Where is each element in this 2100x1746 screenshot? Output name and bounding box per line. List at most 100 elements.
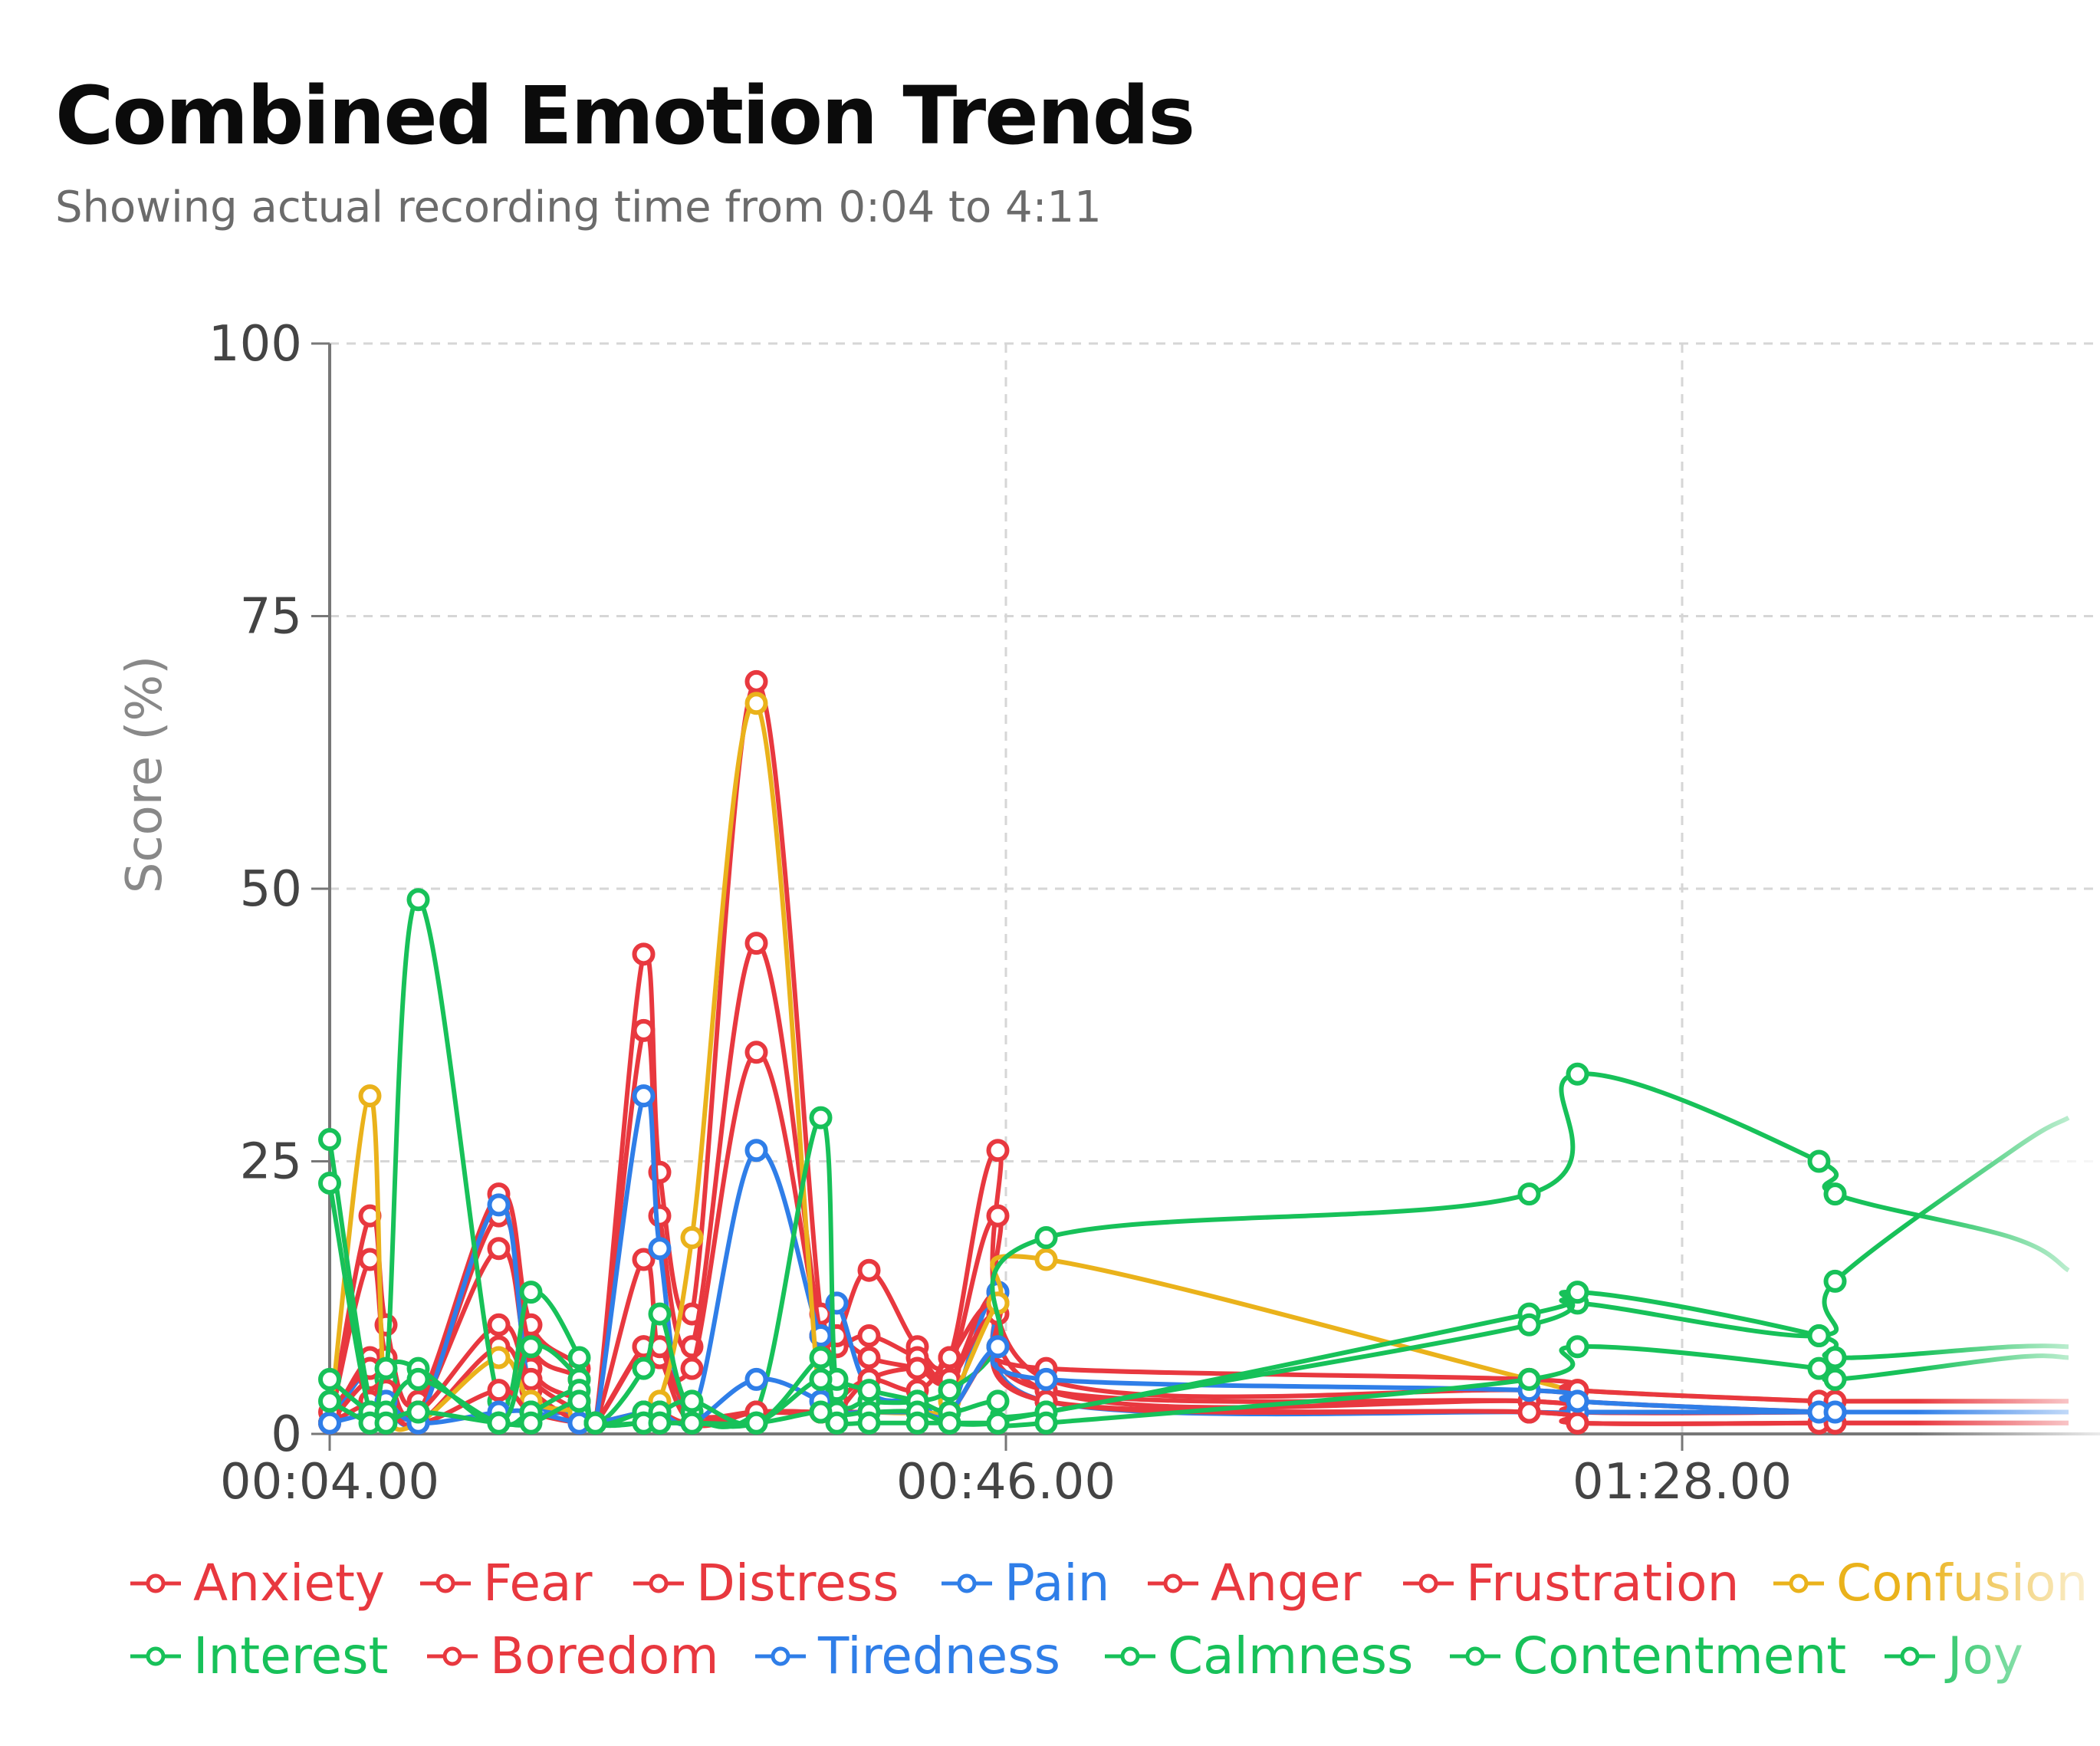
legend-item-anxiety[interactable]: Anxiety (130, 1554, 385, 1613)
legend-swatch-marker-confusion (1789, 1573, 1809, 1593)
data-point-joy (583, 1411, 607, 1435)
legend-item-contentment[interactable]: Contentment (1450, 1626, 1846, 1685)
legend-item-joy[interactable]: Joy (1885, 1626, 2023, 1685)
series-joy (318, 1335, 2069, 1435)
legend-swatch-marker-joy (1900, 1646, 1920, 1666)
data-point-confusion (680, 1226, 704, 1250)
data-point-interest (318, 1128, 341, 1152)
series-layer (318, 669, 2070, 1435)
legend-label-anger: Anger (1211, 1554, 1362, 1613)
x-tick-label-0: 00:04.00 (220, 1454, 439, 1511)
data-point-interest (1807, 1149, 1831, 1173)
data-point-joy (1566, 1335, 1589, 1359)
x-tick-label-2: 01:28.00 (1573, 1454, 1792, 1511)
data-point-contentment (318, 1367, 341, 1391)
data-point-fear (358, 1248, 382, 1271)
legend-label-joy: Joy (1944, 1626, 2023, 1685)
legend-label-confusion: Confusion (1836, 1554, 2088, 1613)
data-point-pain (487, 1193, 511, 1217)
data-point-contentment (809, 1367, 833, 1391)
data-point-anxiety (857, 1258, 881, 1282)
data-point-interest (938, 1379, 961, 1402)
data-point-joy (648, 1411, 672, 1435)
data-point-joy (744, 1411, 768, 1435)
data-point-joy (519, 1411, 543, 1435)
legend-item-pain[interactable]: Pain (942, 1554, 1109, 1613)
data-point-confusion (1034, 1248, 1058, 1271)
data-point-joy (1034, 1411, 1058, 1435)
data-point-joy (374, 1411, 398, 1435)
series-line-fear (327, 941, 2069, 1428)
axis-layer: 0 25 50 75 100 00:04.00 00:46.00 01:28.00 Score … (117, 316, 2100, 1511)
data-point-interest (648, 1302, 672, 1326)
data-point-joy (1807, 1356, 1831, 1380)
legend-swatch-marker-frustration (1418, 1573, 1438, 1593)
data-point-interest (519, 1281, 543, 1304)
y-tick-label-25: 25 (240, 1134, 302, 1191)
data-point-anxiety (632, 942, 656, 966)
data-point-pain (632, 1084, 656, 1108)
data-point-calmness (857, 1379, 881, 1402)
data-point-distress (487, 1237, 511, 1261)
data-point-contentment (1566, 1281, 1589, 1304)
data-point-interest (632, 1356, 656, 1380)
legend-item-anger[interactable]: Anger (1148, 1554, 1362, 1613)
legend-swatch-marker-fear (435, 1573, 455, 1593)
data-point-anxiety (744, 669, 768, 693)
legend-label-distress: Distress (696, 1554, 899, 1613)
data-point-joy (938, 1411, 961, 1435)
data-point-interest (1034, 1226, 1058, 1250)
y-tick-label-50: 50 (240, 861, 302, 918)
data-point-contentment (1807, 1324, 1831, 1348)
data-point-joy (406, 1400, 430, 1424)
data-point-fear (857, 1324, 881, 1348)
legend-item-interest[interactable]: Interest (130, 1626, 388, 1685)
legend-label-boredom: Boredom (490, 1626, 719, 1685)
data-point-tiredness (986, 1335, 1010, 1359)
data-point-frustration (1566, 1411, 1589, 1435)
data-point-contentment (1517, 1313, 1541, 1337)
legend-swatch-marker-boredom (442, 1646, 462, 1666)
data-point-fear (648, 1204, 672, 1228)
data-point-joy (318, 1389, 341, 1413)
legend-label-pain: Pain (1004, 1554, 1109, 1613)
data-point-anger (905, 1356, 929, 1380)
data-point-calmness (318, 1171, 341, 1195)
legend-item-frustration[interactable]: Frustration (1403, 1554, 1739, 1613)
data-point-fear (632, 1018, 656, 1042)
data-point-fear (986, 1204, 1010, 1228)
data-point-interest (1566, 1062, 1589, 1086)
data-point-joy (986, 1411, 1010, 1435)
series-line-pain (327, 1090, 2069, 1429)
data-point-distress (680, 1356, 704, 1380)
data-point-frustration (1517, 1400, 1541, 1424)
data-point-contentment (406, 1367, 430, 1391)
legend-swatch-marker-distress (649, 1573, 669, 1593)
data-point-calmness (680, 1389, 704, 1413)
series-anxiety (318, 669, 2069, 1435)
legend-label-calmness: Calmness (1168, 1626, 1413, 1685)
legend-item-distress[interactable]: Distress (633, 1554, 899, 1613)
data-point-pain (744, 1139, 768, 1162)
data-point-joy (487, 1411, 511, 1435)
page-title: Combined Emotion Trends (55, 69, 1195, 163)
legend-item-boredom[interactable]: Boredom (427, 1626, 719, 1685)
data-point-frustration (519, 1367, 543, 1391)
data-point-fear (744, 932, 768, 955)
y-tick-label-100: 100 (209, 316, 302, 373)
legend-item-calmness[interactable]: Calmness (1105, 1626, 1413, 1685)
legend-item-tiredness[interactable]: Tiredness (755, 1626, 1060, 1685)
data-point-joy (905, 1411, 929, 1435)
legend-swatch-marker-anxiety (146, 1573, 166, 1593)
data-point-calmness (1823, 1269, 1847, 1293)
legend-item-fear[interactable]: Fear (420, 1554, 593, 1613)
legend-swatch-marker-contentment (1465, 1646, 1485, 1666)
legend-label-fear: Fear (483, 1554, 593, 1613)
legend-item-confusion[interactable]: Confusion (1773, 1554, 2088, 1613)
data-point-tiredness (1034, 1367, 1058, 1391)
series-confusion (318, 692, 2069, 1435)
data-point-joy (857, 1411, 881, 1435)
data-point-joy (680, 1411, 704, 1435)
series-line-anxiety (327, 679, 2069, 1427)
